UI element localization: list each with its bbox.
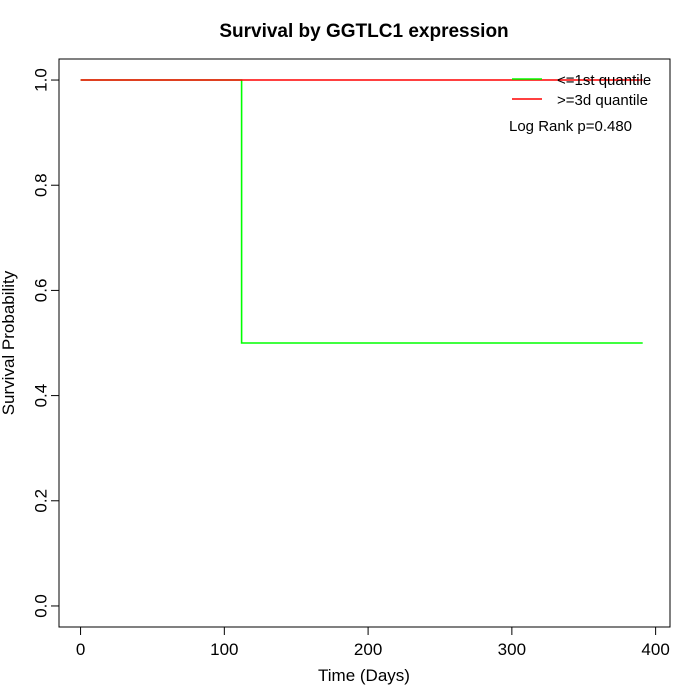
x-tick-label: 300	[498, 640, 526, 659]
log-rank-annotation: Log Rank p=0.480	[509, 118, 632, 135]
legend-label-1: <=1st quantile	[557, 72, 651, 89]
y-tick-label: 0.4	[32, 384, 51, 408]
x-axis-label: Time (Days)	[318, 666, 410, 685]
y-tick-label: 0.2	[32, 489, 51, 513]
chart-title: Survival by GGTLC1 expression	[219, 21, 508, 42]
y-tick-label: 1.0	[32, 68, 51, 92]
y-axis-label: Survival Probability	[0, 270, 18, 415]
x-tick-label: 200	[354, 640, 382, 659]
y-tick-label: 0.6	[32, 279, 51, 303]
legend: <=1st quantile >=3d quantile	[512, 72, 651, 109]
x-tick-label: 400	[641, 640, 669, 659]
series-layer	[80, 79, 643, 344]
y-tick-label: 0.0	[32, 594, 51, 618]
x-tick-label: 0	[76, 640, 85, 659]
y-axis: 0.0 0.2 0.4 0.6 0.8 1.0	[32, 68, 60, 618]
x-tick-label: 100	[210, 640, 238, 659]
x-axis: 0 100 200 300 400	[76, 626, 670, 659]
y-tick-label: 0.8	[32, 173, 51, 197]
legend-label-2: >=3d quantile	[557, 92, 648, 109]
